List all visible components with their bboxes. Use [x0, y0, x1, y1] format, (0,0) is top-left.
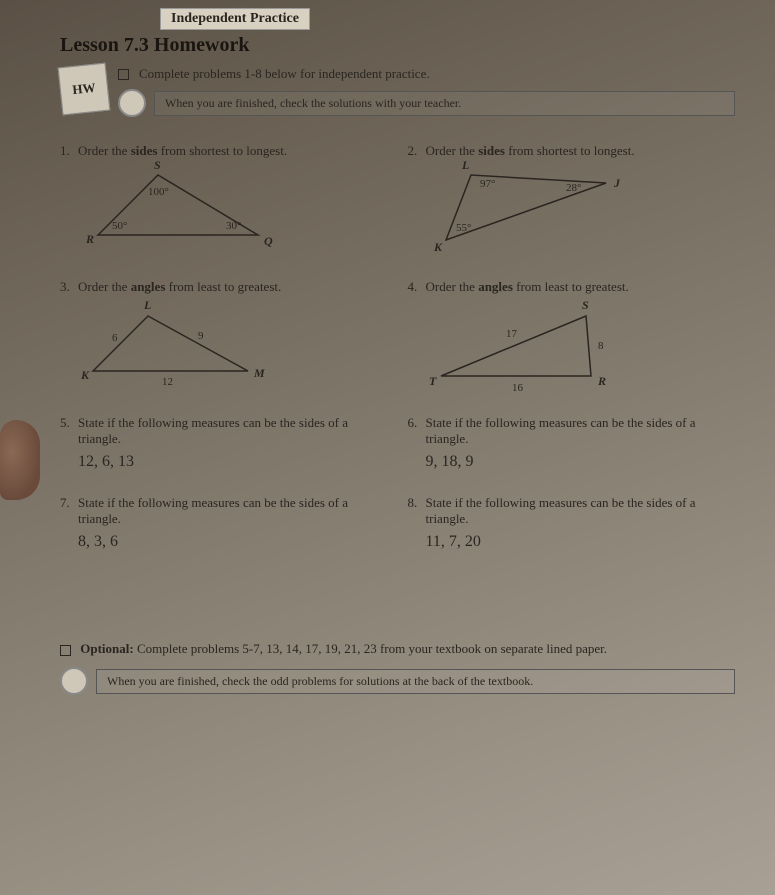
measures: 8, 3, 6 — [78, 533, 388, 551]
svg-text:S: S — [154, 158, 161, 172]
problem-number: 2. — [408, 143, 418, 159]
svg-text:T: T — [429, 374, 437, 388]
problem-number: 5. — [60, 415, 70, 431]
svg-text:K: K — [80, 368, 90, 382]
checkbox-icon — [60, 645, 71, 656]
problem-prompt: Order the angles from least to greatest. — [426, 279, 736, 295]
problem: 5. State if the following measures can be… — [60, 415, 388, 471]
photo-thumb — [0, 420, 40, 500]
problem-prompt: Order the sides from shortest to longest… — [78, 143, 388, 159]
measures: 12, 6, 13 — [78, 453, 388, 471]
header-row: Independent Practice — [60, 8, 735, 30]
optional-line: Optional: Complete problems 5-7, 13, 14,… — [60, 641, 735, 657]
svg-text:16: 16 — [512, 382, 524, 394]
optional-callout-row: When you are finished, check the odd pro… — [60, 667, 735, 695]
measures: 11, 7, 20 — [426, 533, 736, 551]
problem: 1. Order the sides from shortest to longe… — [60, 143, 388, 255]
triangle-figure: RSQ50°100°30° — [78, 165, 388, 255]
optional-callout-box: When you are finished, check the odd pro… — [96, 669, 735, 694]
problem-number: 8. — [408, 495, 418, 511]
instruction-line: Complete problems 1-8 below for independ… — [118, 65, 735, 83]
problem-prompt: State if the following measures can be t… — [78, 495, 388, 527]
problems-grid: 1. Order the sides from shortest to longe… — [60, 143, 735, 551]
problem: 2. Order the sides from shortest to longe… — [408, 143, 736, 255]
instruction-text: Complete problems 1-8 below for independ… — [139, 66, 430, 81]
svg-text:Q: Q — [264, 234, 273, 248]
svg-text:R: R — [597, 374, 606, 388]
problem-number: 3. — [60, 279, 70, 295]
svg-text:8: 8 — [598, 340, 604, 352]
problem: 8. State if the following measures can be… — [408, 495, 736, 551]
svg-text:30°: 30° — [226, 220, 241, 232]
svg-text:R: R — [85, 232, 94, 246]
pencil-circle-icon — [118, 89, 146, 117]
problem: 7. State if the following measures can be… — [60, 495, 388, 551]
svg-text:K: K — [433, 240, 443, 254]
svg-text:9: 9 — [198, 330, 204, 342]
problem-prompt: Order the angles from least to greatest. — [78, 279, 388, 295]
triangle-figure: K L M 6 9 12 — [78, 301, 388, 391]
svg-text:100°: 100° — [148, 186, 169, 198]
svg-text:97°: 97° — [480, 178, 495, 190]
section-tab: Independent Practice — [160, 8, 310, 30]
svg-text:55°: 55° — [456, 222, 471, 234]
optional-section: Optional: Complete problems 5-7, 13, 14,… — [60, 641, 735, 695]
optional-text: Complete problems 5-7, 13, 14, 17, 19, 2… — [137, 641, 607, 656]
triangle-figure: T S R 17 8 16 — [426, 301, 736, 391]
svg-text:28°: 28° — [566, 182, 581, 194]
checkbox-icon — [118, 69, 129, 80]
hw-badge: HW — [58, 63, 111, 116]
problem-prompt: State if the following measures can be t… — [78, 415, 388, 447]
svg-text:L: L — [143, 298, 151, 312]
svg-text:50°: 50° — [112, 220, 127, 232]
problem-prompt: Order the sides from shortest to longest… — [426, 143, 736, 159]
problem: 3. Order the angles from least to greates… — [60, 279, 388, 391]
callout-box: When you are finished, check the solutio… — [154, 91, 735, 116]
svg-text:17: 17 — [506, 328, 518, 340]
svg-text:L: L — [461, 158, 469, 172]
worksheet-page: Independent Practice Lesson 7.3 Homework… — [0, 0, 775, 895]
svg-text:J: J — [613, 176, 621, 190]
problem-prompt: State if the following measures can be t… — [426, 495, 736, 527]
svg-text:S: S — [582, 298, 589, 312]
svg-text:6: 6 — [112, 332, 118, 344]
problem-number: 6. — [408, 415, 418, 431]
problem-number: 1. — [60, 143, 70, 159]
problem-number: 4. — [408, 279, 418, 295]
problem-prompt: State if the following measures can be t… — [426, 415, 736, 447]
pencil-circle-icon — [60, 667, 88, 695]
svg-text:12: 12 — [162, 376, 173, 388]
hw-row: HW Complete problems 1-8 below for indep… — [60, 65, 735, 135]
problem: 4. Order the angles from least to greates… — [408, 279, 736, 391]
svg-text:M: M — [253, 366, 265, 380]
triangle-figure: KLJ55°97°28° — [426, 165, 736, 255]
callout-row: When you are finished, check the solutio… — [118, 89, 735, 117]
measures: 9, 18, 9 — [426, 453, 736, 471]
optional-label: Optional: — [80, 641, 133, 656]
problem: 6. State if the following measures can be… — [408, 415, 736, 471]
instruction-block: Complete problems 1-8 below for independ… — [118, 65, 735, 135]
lesson-title: Lesson 7.3 Homework — [60, 34, 735, 57]
problem-number: 7. — [60, 495, 70, 511]
